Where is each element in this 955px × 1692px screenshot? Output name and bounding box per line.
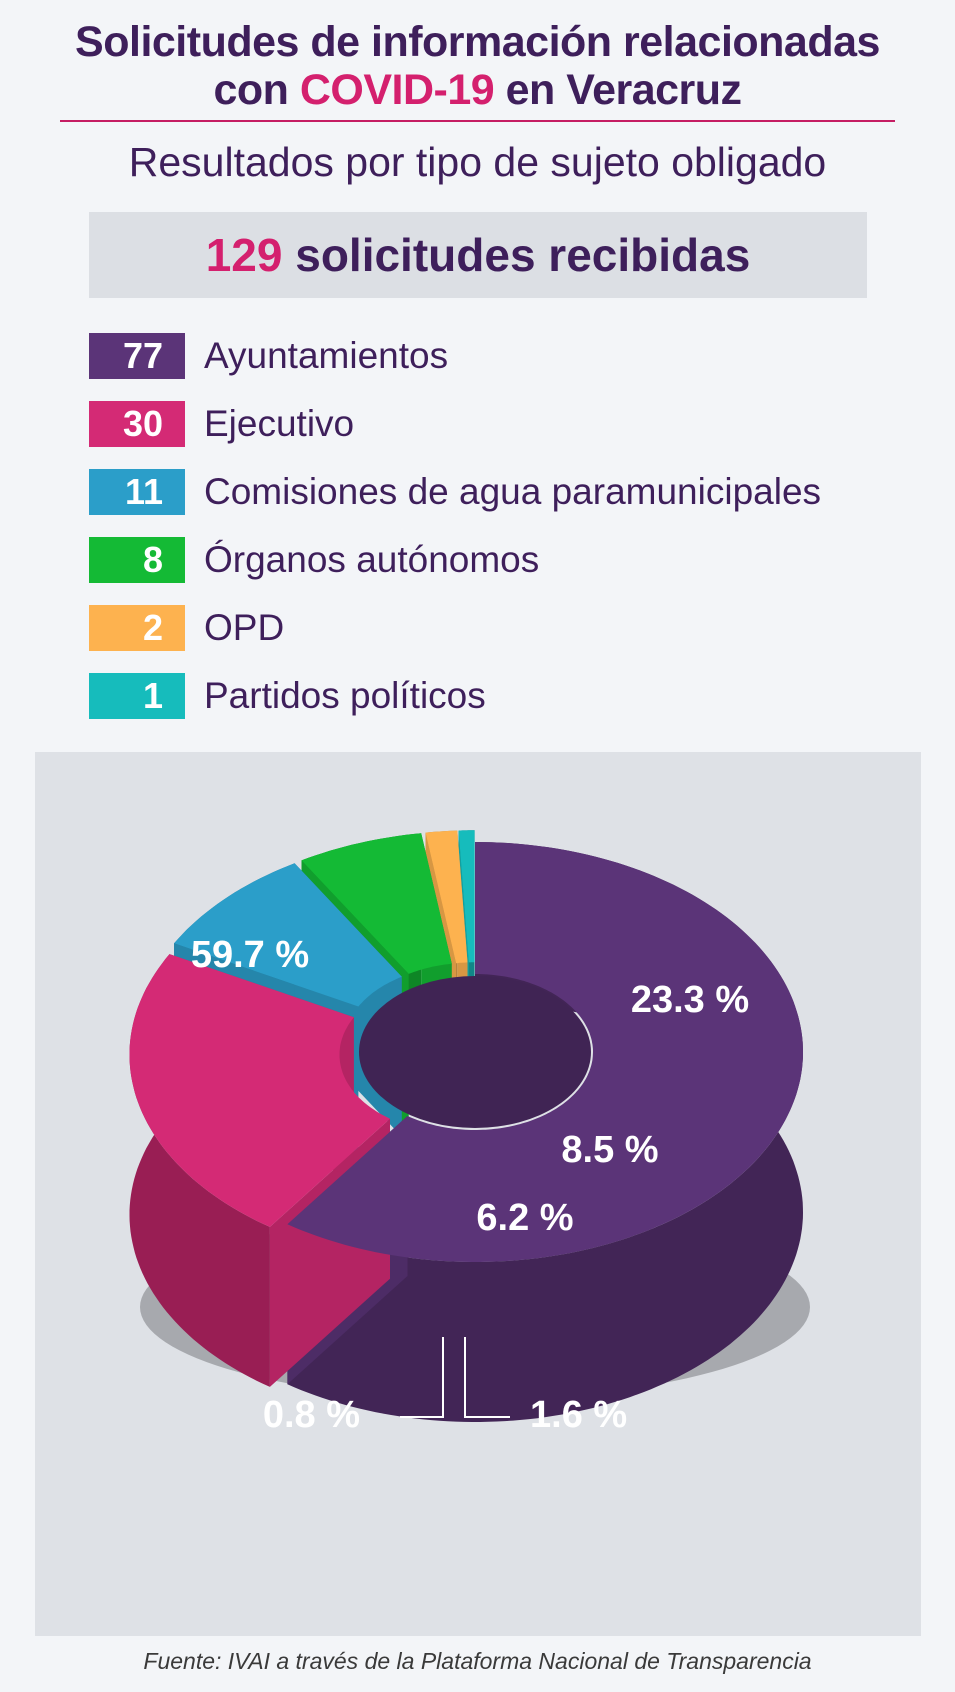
legend-count: 2 [89,605,185,651]
legend-label: Partidos políticos [204,675,486,716]
legend-item-partidos: 1 Partidos políticos [89,673,909,719]
slice-top-4 [301,833,452,974]
legend-count: 11 [89,469,185,515]
percent-label-3: 8.5 % [561,1129,658,1171]
total-number: 129 [205,229,283,281]
chart-title: Solicitudes de información relacionadas … [0,18,955,114]
percent-label-5: 1.6 % [530,1394,627,1436]
slice-top-5 [425,830,468,964]
total-banner: 129 solicitudes recibidas [89,212,867,298]
legend-label: Comisiones de agua paramunicipales [204,471,822,512]
legend-count: 8 [89,537,185,583]
slice-top-3 [174,863,402,1007]
title-line-1: Solicitudes de información relacionadas [75,18,880,66]
legend-item-organos: 8 Órganos autónomos [89,537,909,583]
donut-hole [359,976,591,1128]
chart-subtitle: Resultados por tipo de sujeto obligado [128,139,827,185]
legend-item-ayuntamientos: 77 Ayuntamientos [89,333,909,379]
legend-count: 1 [89,673,185,719]
title-line-2-post: en Veracruz [494,66,742,114]
chart-tops [129,830,803,1262]
legend-label: Ayuntamientos [204,335,449,376]
percent-label-6: 0.8 % [263,1394,360,1436]
percent-label-4: 6.2 % [476,1197,573,1239]
leader-line-opd [464,1337,510,1418]
legend-label: OPD [204,607,285,648]
slice-top-1 [287,842,803,1262]
title-line-2-pre: con [213,66,300,114]
title-line-2: con COVID-19 en Veracruz [0,66,955,114]
chart-labels: 59.7 % 23.3 % 8.5 % 6.2 % 1.6 % 0.8 % [191,934,749,1436]
legend-item-opd: 2 OPD [89,605,909,651]
legend-count: 30 [89,401,185,447]
leader-line-partidos [400,1337,444,1418]
legend: 77 Ayuntamientos 30 Ejecutivo 11 Comisio… [89,333,909,741]
legend-item-ejecutivo: 30 Ejecutivo [89,401,909,447]
legend-count: 77 [89,333,185,379]
source-note: Fuente: IVAI a través de la Plataforma N… [143,1648,812,1674]
total-label: solicitudes recibidas [282,229,751,281]
title-divider [60,120,895,122]
title-accent: COVID-19 [299,66,495,114]
chart-panel: 59.7 % 23.3 % 8.5 % 6.2 % 1.6 % 0.8 % [35,752,921,1636]
donut-chart: 59.7 % 23.3 % 8.5 % 6.2 % 1.6 % 0.8 % [129,830,810,1436]
legend-label: Órganos autónomos [204,539,540,580]
legend-label: Ejecutivo [204,403,355,444]
percent-label-1: 59.7 % [191,934,309,976]
slice-top-2 [129,954,390,1227]
slice-top-6 [458,830,475,963]
legend-item-comisiones: 11 Comisiones de agua paramunicipales [89,469,909,515]
percent-label-2: 23.3 % [631,979,749,1021]
